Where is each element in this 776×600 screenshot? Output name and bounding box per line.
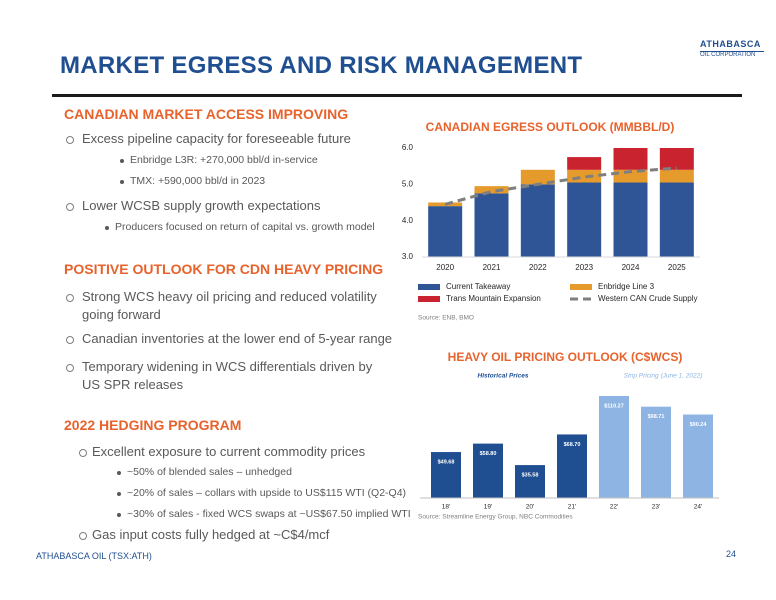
- legend-swatch: [570, 284, 592, 290]
- x-tick-label: 24': [694, 504, 702, 511]
- bar: [431, 452, 461, 498]
- bullet: [66, 294, 74, 302]
- bar: [683, 414, 713, 498]
- legend-swatch: [418, 296, 440, 302]
- section-heading: POSITIVE OUTLOOK FOR CDN HEAVY PRICING: [64, 261, 384, 277]
- bar: [515, 465, 545, 498]
- bar-segment: [474, 186, 509, 194]
- value-label: $58.80: [480, 451, 497, 457]
- x-tick-label: 23': [652, 504, 660, 511]
- subitem: Enbridge L3R: +270,000 bbl/d in-service: [130, 154, 318, 166]
- chart-source: Source: Streamline Energy Group, NBC Com…: [418, 514, 573, 521]
- bar: [641, 406, 671, 498]
- bar-segment: [659, 182, 694, 257]
- value-label: $35.58: [522, 473, 539, 479]
- subitem: Producers focused on return of capital v…: [115, 221, 375, 233]
- x-tick-label: 19': [484, 504, 492, 511]
- item: Excess pipeline capacity for foreseeable…: [82, 131, 351, 146]
- bullet: [117, 513, 121, 517]
- value-label: $98.71: [648, 414, 665, 420]
- item: Gas input costs fully hedged at ~C$4/mcf: [92, 527, 330, 542]
- legend-label: Current Takeaway: [446, 282, 510, 291]
- bar-segment: [659, 169, 694, 183]
- x-tick-label: 2022: [529, 263, 547, 272]
- section-heading: 2022 HEDGING PROGRAM: [64, 417, 242, 433]
- y-tick-label: 4.0: [402, 216, 414, 225]
- bar: [599, 396, 629, 498]
- bar-segment: [567, 157, 602, 170]
- bar-segment: [520, 184, 555, 257]
- x-tick-label: 2025: [668, 263, 686, 272]
- item: Temporary widening in WCS differentials …: [82, 359, 373, 392]
- subitem: ~20% of sales – collars with upside to U…: [127, 487, 407, 499]
- annotation: Historical Prices: [478, 373, 529, 380]
- bar-segment: [428, 206, 463, 257]
- bullet: [66, 336, 74, 344]
- y-tick-label: 5.0: [402, 179, 414, 188]
- bullet: [117, 492, 121, 496]
- x-tick-label: 18': [442, 504, 450, 511]
- value-label: $90.24: [690, 422, 708, 428]
- bullet: [66, 203, 74, 211]
- x-tick-label: 2024: [622, 263, 640, 272]
- legend-label: Trans Mountain Expansion: [446, 294, 541, 303]
- chart-title: HEAVY OIL PRICING OUTLOOK (C$WCS): [448, 350, 683, 364]
- bullet: [79, 449, 87, 457]
- value-label: $68.70: [564, 442, 581, 448]
- bar: [473, 443, 503, 498]
- value-label: $49.68: [438, 459, 455, 465]
- item: Excellent exposure to current commodity …: [92, 444, 366, 459]
- chart-title: CANADIAN EGRESS OUTLOOK (MMBBL/D): [426, 120, 675, 134]
- logo-sub: OIL CORPORATION: [700, 52, 756, 58]
- section-heading: CANADIAN MARKET ACCESS IMPROVING: [64, 106, 349, 122]
- y-tick-label: 3.0: [402, 252, 414, 261]
- y-tick-label: 6.0: [402, 143, 414, 152]
- footer-company: ATHABASCA OIL (TSX:ATH): [36, 551, 152, 561]
- title-rule: [52, 94, 742, 97]
- bullet: [120, 180, 124, 184]
- legend-label: Enbridge Line 3: [598, 282, 655, 291]
- chart-source: Source: ENB, BMO: [418, 315, 474, 322]
- bar-segment: [567, 169, 602, 183]
- bar-segment: [474, 193, 509, 257]
- bar-segment: [613, 148, 648, 170]
- legend-swatch: [418, 284, 440, 290]
- logo-rule: [700, 51, 764, 52]
- supply-line: [444, 166, 677, 206]
- bar-segment: [613, 182, 648, 257]
- bar: [557, 434, 587, 498]
- bullet: [117, 471, 121, 475]
- x-tick-label: 22': [610, 504, 618, 511]
- x-tick-label: 2023: [575, 263, 593, 272]
- bar-segment: [613, 169, 648, 183]
- page-number: 24: [726, 549, 737, 559]
- bullet: [66, 136, 74, 144]
- x-tick-label: 21': [568, 504, 576, 511]
- x-tick-label: 2020: [436, 263, 454, 272]
- legend-label: Western CAN Crude Supply: [598, 294, 697, 303]
- annotation: Strip Pricing (June 1, 2022): [624, 373, 703, 380]
- subitem: ~50% of blended sales – unhedged: [127, 466, 292, 478]
- x-tick-label: 2021: [483, 263, 501, 272]
- bullet: [120, 159, 124, 163]
- bullet: [79, 532, 87, 540]
- item: Strong WCS heavy oil pricing and reduced…: [82, 289, 377, 322]
- bullet: [66, 364, 74, 372]
- slide-title: MARKET EGRESS AND RISK MANAGEMENT: [60, 52, 583, 79]
- subitem: TMX: +590,000 bbl/d in 2023: [130, 175, 266, 187]
- value-label: $110.27: [604, 403, 624, 409]
- bar-segment: [659, 148, 694, 170]
- subitem: ~30% of sales - fixed WCS swaps at ~US$6…: [127, 508, 411, 520]
- bullet: [105, 226, 109, 230]
- bar-segment: [520, 169, 555, 185]
- x-tick-label: 20': [526, 504, 534, 511]
- item: Lower WCSB supply growth expectations: [82, 198, 321, 213]
- item: Canadian inventories at the lower end of…: [82, 331, 393, 346]
- logo-name: ATHABASCA: [700, 39, 761, 49]
- bar-segment: [567, 182, 602, 257]
